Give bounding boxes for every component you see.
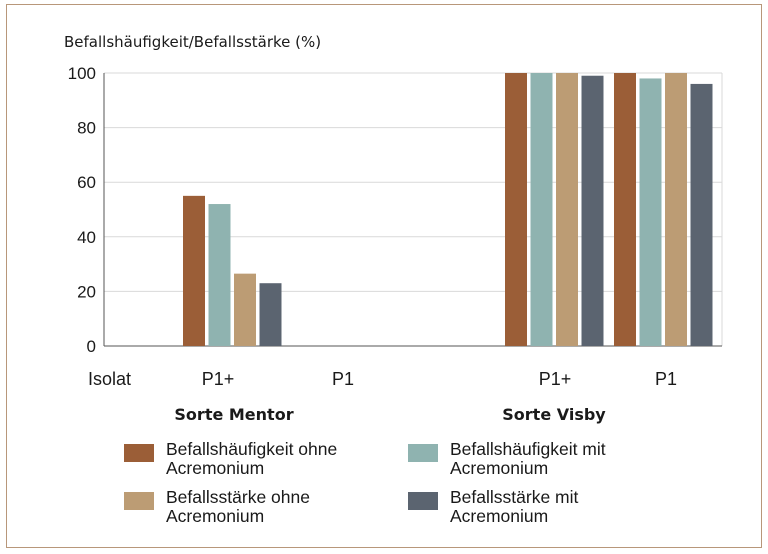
bar: [556, 73, 578, 346]
legend: Befallshäufigkeit ohne Acremonium Befall…: [124, 440, 724, 540]
y-axis-title: Befallshäufigkeit/Befallsstärke (%): [64, 33, 322, 51]
legend-item-staerke-mit: Befallsstärke mit Acremonium: [408, 488, 670, 526]
legend-item-staerke-ohne: Befallsstärke ohne Acremonium: [124, 488, 386, 526]
legend-label: Befallsstärke mit Acremonium: [450, 487, 579, 526]
legend-swatch: [408, 444, 438, 462]
y-tick-label: 0: [87, 337, 96, 356]
legend-label: Befallshäufigkeit mit Acremonium: [450, 439, 606, 478]
bar: [259, 283, 282, 346]
x-tick-label: P1+: [539, 369, 572, 389]
y-tick-label: 80: [77, 119, 96, 138]
x-axis-label: Isolat: [88, 369, 131, 389]
legend-label: Befallshäufigkeit ohne Acremonium: [166, 439, 338, 478]
legend-swatch: [124, 444, 154, 462]
legend-label: Befallsstärke ohne Acremonium: [166, 487, 310, 526]
bar: [665, 73, 687, 346]
x-tick-label: P1+: [202, 369, 235, 389]
bar: [505, 73, 527, 346]
group-label: Sorte Visby: [502, 405, 606, 424]
bar: [581, 75, 604, 346]
bar: [690, 83, 713, 347]
bar: [208, 204, 231, 346]
x-tick-label: P1: [655, 369, 677, 389]
bar: [183, 195, 205, 346]
legend-swatch: [124, 492, 154, 510]
x-tick-label: P1: [332, 369, 354, 389]
legend-item-haeufigkeit-ohne: Befallshäufigkeit ohne Acremonium: [124, 440, 386, 478]
y-tick-label: 60: [77, 173, 96, 192]
bar: [639, 78, 662, 347]
bar: [234, 273, 256, 346]
y-tick-label: 20: [77, 282, 96, 301]
group-label: Sorte Mentor: [174, 405, 293, 424]
legend-item-haeufigkeit-mit: Befallshäufigkeit mit Acremonium: [408, 440, 670, 478]
y-tick-label: 100: [68, 64, 96, 83]
bar: [530, 73, 553, 346]
legend-swatch: [408, 492, 438, 510]
y-tick-label: 40: [77, 228, 96, 247]
bar: [614, 73, 636, 346]
